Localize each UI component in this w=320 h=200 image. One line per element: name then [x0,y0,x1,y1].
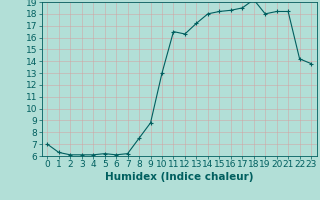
X-axis label: Humidex (Indice chaleur): Humidex (Indice chaleur) [105,172,253,182]
